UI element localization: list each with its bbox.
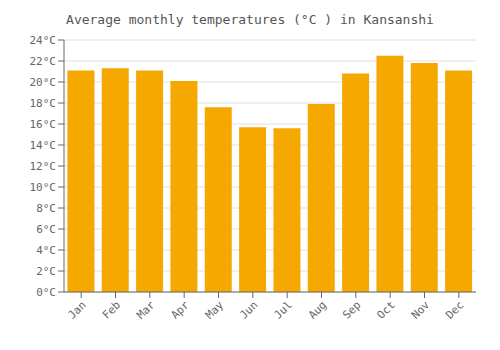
svg-text:0°C: 0°C <box>36 286 56 299</box>
svg-text:Dec: Dec <box>443 298 466 321</box>
svg-text:Jun: Jun <box>237 298 260 321</box>
svg-text:Sep: Sep <box>340 298 363 321</box>
svg-text:Feb: Feb <box>100 298 123 321</box>
svg-text:20°C: 20°C <box>30 76 57 89</box>
svg-text:14°C: 14°C <box>30 139 57 152</box>
svg-text:May: May <box>203 298 227 322</box>
svg-text:Apr: Apr <box>169 298 193 322</box>
svg-text:Aug: Aug <box>306 298 329 321</box>
svg-text:24°C: 24°C <box>30 34 57 47</box>
svg-text:12°C: 12°C <box>30 160 57 173</box>
svg-text:18°C: 18°C <box>30 97 57 110</box>
svg-text:Mar: Mar <box>134 298 158 322</box>
svg-text:10°C: 10°C <box>30 181 57 194</box>
svg-text:Jul: Jul <box>272 298 295 321</box>
svg-text:8°C: 8°C <box>36 202 56 215</box>
html-text:Average monthly temperatures (: Average monthly temperatures (°C ) in Ka… <box>66 12 434 27</box>
svg-text:2°C: 2°C <box>36 265 56 278</box>
svg-text:Jan: Jan <box>66 298 89 321</box>
svg-text:Nov: Nov <box>409 298 433 322</box>
svg-text:Oct: Oct <box>375 298 398 321</box>
svg-text:22°C: 22°C <box>30 55 57 68</box>
svg-text:4°C: 4°C <box>36 244 56 257</box>
svg-text:16°C: 16°C <box>30 118 57 131</box>
svg-text:6°C: 6°C <box>36 223 56 236</box>
